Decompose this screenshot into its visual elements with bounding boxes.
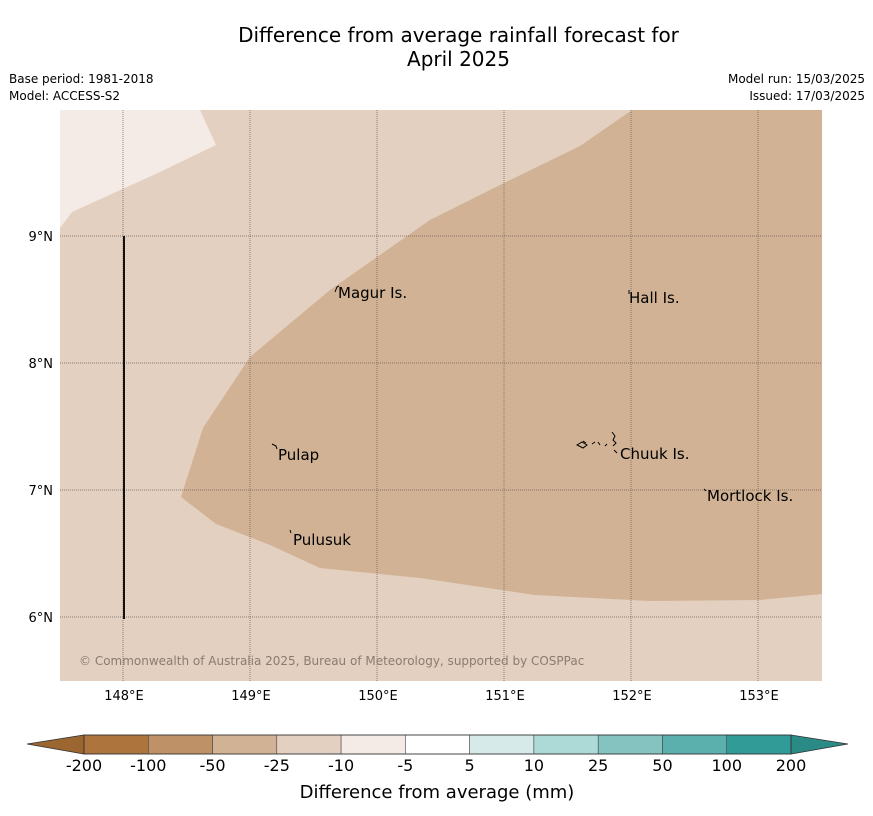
graticule — [60, 110, 822, 681]
lon-label-151e: 151°E — [485, 689, 525, 704]
region-minus50-to-minus25 — [181, 110, 822, 601]
model-run-label: Model run: 15/03/2025 — [727, 72, 865, 86]
colorbar-swatch — [726, 734, 792, 755]
colorbar-swatch — [148, 734, 213, 755]
colorbar-swatch — [212, 734, 278, 755]
colorbar-tick-label: 100 — [711, 756, 742, 775]
lon-label-150e: 150°E — [358, 689, 398, 704]
lon-label-153e: 153°E — [739, 689, 779, 704]
colorbar-tick-label: 10 — [524, 756, 544, 775]
region-minus10-to-minus5 — [60, 110, 216, 228]
map-title-line2: April 2025 — [407, 47, 510, 71]
colorbar-swatch — [276, 734, 342, 755]
island-outlines — [271, 285, 707, 534]
place-label-magur: Magur Is. — [338, 284, 407, 302]
colorbar-under-arrow — [26, 734, 85, 755]
colorbar-swatch — [469, 734, 535, 755]
region-minus25-to-minus10-south — [60, 642, 230, 681]
colorbar-title: Difference from average (mm) — [300, 782, 575, 803]
colorbar-tick-label: 5 — [465, 756, 475, 775]
lon-label-152e: 152°E — [612, 689, 652, 704]
colorbar-over-arrow — [790, 734, 849, 755]
model-label: Model: ACCESS-S2 — [9, 89, 121, 103]
colorbar-tick-label: 200 — [776, 756, 807, 775]
lat-label-9n: 9°N — [29, 230, 54, 245]
colorbar: -200 -100 -50 -25 -10 -5 5 10 25 50 100 200 — [26, 734, 849, 775]
pulusuk-island-shape — [289, 529, 292, 534]
lon-label-148e: 148°E — [104, 689, 144, 704]
base-info: Base period: 1981-2018 Model: ACCESS-S2 — [9, 71, 154, 105]
colorbar-tick-label: -100 — [130, 756, 166, 775]
run-info: Model run: 15/03/2025 Issued: 17/03/2025 — [728, 71, 865, 105]
colorbar-tick-label: 50 — [652, 756, 672, 775]
place-label-pulap: Pulap — [278, 446, 319, 464]
colorbar-tick-label: -25 — [264, 756, 290, 775]
issued-label: Issued: 17/03/2025 — [749, 89, 865, 103]
colorbar-swatch — [597, 734, 663, 755]
place-label-hall: Hall Is. — [629, 289, 680, 307]
colorbar-tick-label: -10 — [328, 756, 354, 775]
place-label-mortlock: Mortlock Is. — [707, 487, 793, 505]
map-title-line1: Difference from average rainfall forecas… — [238, 23, 679, 47]
colorbar-swatch — [662, 734, 727, 755]
colorbar-frame — [83, 734, 792, 755]
lat-label-6n: 6°N — [29, 611, 54, 626]
colorbar-tick-label: -200 — [66, 756, 102, 775]
colorbar-swatch — [405, 734, 470, 755]
colorbar-swatch — [340, 734, 406, 755]
colorbar-tick-label: -50 — [199, 756, 225, 775]
lat-label-8n: 8°N — [29, 357, 54, 372]
mortlock-island-shape — [703, 488, 707, 492]
place-label-chuuk: Chuuk Is. — [620, 445, 689, 463]
chuuk-island-shape — [575, 431, 618, 454]
lat-label-7n: 7°N — [29, 484, 54, 499]
magur-island-shape — [334, 285, 340, 293]
base-period-label: Base period: 1981-2018 — [9, 72, 154, 86]
pulap-island-shape — [271, 443, 278, 450]
colorbar-swatch — [533, 734, 599, 755]
copyright-credit: © Commonwealth of Australia 2025, Bureau… — [79, 654, 584, 668]
colorbar-tick-label: -5 — [397, 756, 413, 775]
colorbar-swatch — [83, 734, 149, 755]
colorbar-tick-label: 25 — [588, 756, 608, 775]
place-label-pulusuk: Pulusuk — [293, 531, 351, 549]
map-area — [60, 110, 822, 681]
lon-label-149e: 149°E — [231, 689, 271, 704]
